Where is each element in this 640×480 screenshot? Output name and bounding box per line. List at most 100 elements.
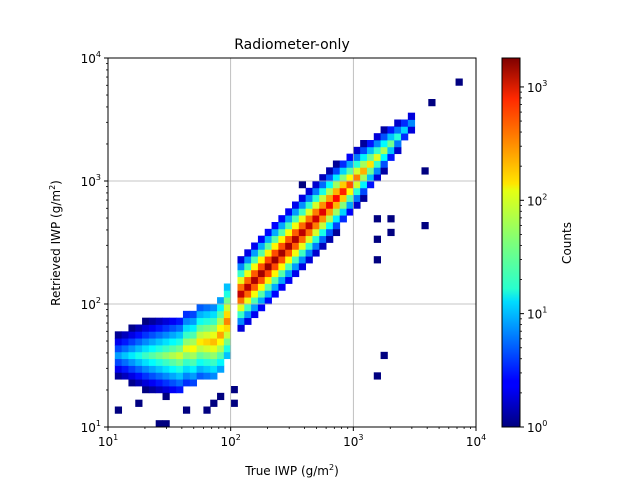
heatmap-cell [237,263,245,271]
heatmap-cell [326,222,334,230]
heatmap-cell [244,283,252,291]
heatmap-cell [210,345,218,353]
heatmap-cell [196,372,204,380]
heatmap-cell [366,140,375,148]
heatmap-cell [312,228,320,237]
heatmap-cell [148,331,157,339]
heatmap-cell [169,358,177,366]
heatmap-cell [428,99,436,107]
heatmap-cell [380,140,388,148]
heatmap-cell [223,304,232,312]
heatmap-cell [217,324,225,332]
heatmap-cell [278,222,286,230]
heatmap-cell [121,345,129,353]
heatmap-cell [332,187,341,196]
heatmap-cell [223,338,232,346]
heatmap-cell [223,290,232,298]
heatmap-cell [230,386,238,394]
heatmap-cell [114,331,123,339]
heatmap-cell [312,187,320,196]
heatmap-cell [189,338,197,346]
heatmap-cell [285,249,293,257]
heatmap-cell [305,208,313,216]
heatmap-cell [210,365,218,373]
heatmap-cell [182,338,191,346]
heatmap-cell [217,331,225,339]
heatmap-cell [387,140,395,148]
heatmap-cell [230,399,238,407]
heatmap-cell [189,310,197,319]
heatmap-cell [244,276,252,284]
heatmap-cell [148,351,157,360]
heatmap-cell [346,153,354,161]
heatmap-cell [285,215,293,223]
heatmap-cell [162,331,170,339]
x-tick-label: 102 [220,433,240,449]
heatmap-cell [251,263,259,271]
heatmap-cell [366,153,375,161]
heatmap-cell [339,194,347,202]
heatmap-cell [217,392,225,401]
heatmap-cell [142,324,150,332]
heatmap-cell [298,235,307,243]
heatmap-cell [135,379,143,387]
heatmap-cell [360,167,368,175]
heatmap-cell [223,324,232,332]
heatmap-cell [394,133,402,141]
heatmap-cell [128,331,136,339]
heatmap-cell [292,242,300,250]
heatmap-cell [189,358,197,366]
heatmap-cell [278,215,286,223]
heatmap-cell [353,187,361,196]
heatmap-cell [155,379,163,387]
heatmap-cell [210,331,218,339]
heatmap-cell [210,351,218,360]
heatmap-cell [312,249,320,257]
heatmap-cell [257,290,266,298]
heatmap-cell [128,372,136,380]
heatmap-cell [217,345,225,353]
heatmap-cell [305,256,313,264]
heatmap-cell [203,310,211,319]
heatmap-cell [360,160,368,168]
heatmap-cell [353,167,361,175]
heatmap-cell [182,379,191,387]
heatmap-cell [182,317,191,325]
heatmap-cell [319,194,327,202]
colorbar-tick-label: 100 [527,419,547,435]
heatmap-cell [387,133,395,141]
heatmap-cell [292,222,300,230]
y-tick-label: 101 [81,419,101,435]
heatmap-cell [305,249,313,257]
heatmap-cell [298,256,307,264]
heatmap-cell [298,208,307,216]
heatmap-cells [114,78,463,427]
heatmap-cell [162,420,170,427]
heatmap-cell [189,365,197,373]
heatmap-cell [339,201,347,209]
heatmap-cell [244,297,252,305]
heatmap-cell [155,345,163,353]
heatmap-cell [421,222,429,230]
heatmap-cell [312,194,320,202]
heatmap-cell [319,208,327,216]
heatmap-cell [278,228,286,237]
heatmap-cell [155,365,163,373]
heatmap-cell [394,140,402,148]
heatmap-cell [387,146,395,155]
heatmap-cell [339,181,347,189]
heatmap-cell [285,228,293,237]
heatmap-cell [373,215,381,223]
heatmap-cell [264,249,272,257]
heatmap-cell [319,187,327,196]
heatmap-cell [182,310,191,319]
heatmap-cell [114,351,123,360]
heatmap-cell [189,324,197,332]
heatmap-cell [339,160,347,168]
heatmap-cell [346,201,354,209]
heatmap-cell [217,310,225,319]
heatmap-cell [162,392,170,401]
heatmap-cell [237,310,245,319]
heatmap-cell [210,399,218,407]
heatmap-cell [251,269,259,278]
